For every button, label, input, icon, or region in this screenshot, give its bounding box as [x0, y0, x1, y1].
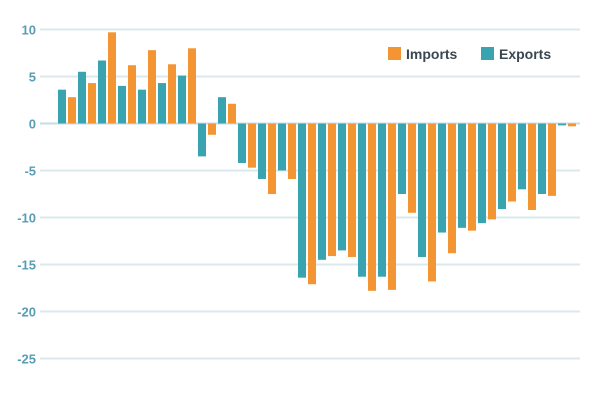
bar-exports — [138, 89, 146, 124]
bar-imports — [148, 50, 156, 124]
bar-imports — [488, 123, 496, 220]
y-tick-label: 10 — [22, 23, 36, 38]
bar-imports — [128, 65, 136, 124]
y-tick-label: 5 — [29, 70, 36, 85]
bar-exports — [258, 123, 266, 179]
bar-imports — [528, 123, 536, 210]
legend: Exports Imports — [388, 46, 551, 62]
y-tick-label: -5 — [24, 164, 36, 179]
bar-exports — [58, 89, 66, 124]
bar-exports — [198, 123, 206, 157]
bar-exports — [438, 123, 446, 233]
bar-exports — [458, 123, 466, 228]
bar-exports — [298, 123, 306, 278]
bar-exports — [118, 85, 126, 124]
bar-imports — [568, 123, 576, 127]
bar-exports — [538, 123, 546, 194]
bar-imports — [448, 123, 456, 254]
y-tick-label: -20 — [17, 305, 36, 320]
bar-imports — [548, 123, 556, 196]
bar-imports — [368, 123, 376, 291]
bar-imports — [348, 123, 356, 257]
bar-exports — [338, 123, 346, 251]
bar-exports — [498, 123, 506, 210]
bar-exports — [378, 123, 386, 277]
bar-imports — [228, 103, 236, 124]
bar-exports — [358, 123, 366, 277]
bar-imports — [508, 123, 516, 202]
bar-imports — [268, 123, 276, 194]
bar-exports — [178, 75, 186, 124]
bar-exports — [398, 123, 406, 194]
bars — [58, 32, 576, 291]
bar-imports — [248, 123, 256, 168]
legend-swatch-imports — [388, 47, 401, 60]
bar-imports — [288, 123, 296, 179]
bar-exports — [418, 123, 426, 257]
bar-exports — [98, 60, 106, 124]
bar-imports — [108, 32, 116, 124]
bar-imports — [68, 97, 76, 124]
y-tick-label: -25 — [17, 352, 36, 367]
bar-exports — [518, 123, 526, 190]
legend-label-imports: Imports — [406, 46, 458, 62]
bar-exports — [558, 123, 566, 126]
bar-imports — [428, 123, 436, 282]
y-tick-label: -10 — [17, 211, 36, 226]
bar-exports — [158, 83, 166, 124]
bar-imports — [408, 123, 416, 213]
y-tick-label: 0 — [29, 117, 36, 132]
bar-exports — [238, 123, 246, 163]
bar-imports — [328, 123, 336, 257]
y-axis-ticks: 10 5 0 -5 -10 -15 -20 -25 — [17, 23, 36, 367]
bar-imports — [308, 123, 316, 285]
bar-exports — [218, 97, 226, 124]
bar-exports — [318, 123, 326, 260]
bar-imports — [188, 48, 196, 124]
y-tick-label: -15 — [17, 258, 36, 273]
bar-imports — [388, 123, 396, 290]
bar-exports — [78, 71, 86, 124]
bar-imports — [168, 64, 176, 124]
bar-exports — [278, 123, 286, 171]
bar-imports — [208, 123, 216, 135]
bar-imports — [468, 123, 476, 231]
legend-swatch-exports — [481, 47, 494, 60]
bar-imports — [88, 83, 96, 124]
legend-label-exports: Exports — [499, 46, 551, 62]
bar-exports — [478, 123, 486, 224]
